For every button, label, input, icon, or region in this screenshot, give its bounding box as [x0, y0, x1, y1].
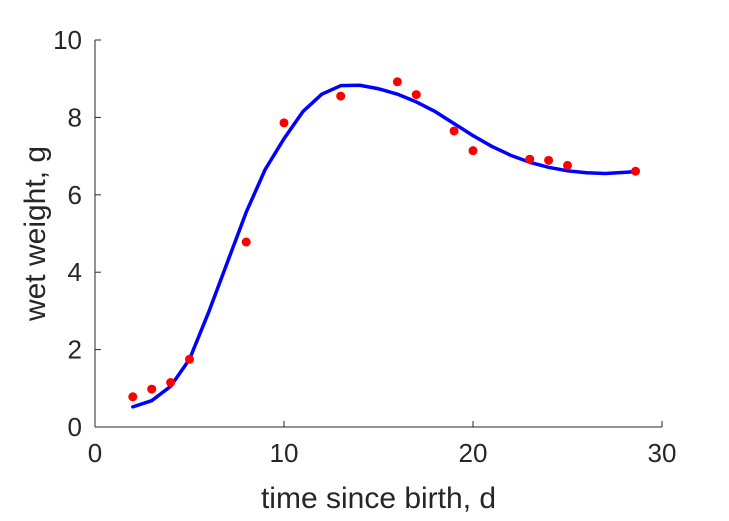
x-ticks: 0 10 20 30	[88, 421, 677, 468]
x-tick-label: 0	[88, 438, 102, 468]
x-tick-label: 30	[648, 438, 677, 468]
axes	[94, 40, 662, 428]
y-axis-label: wet weight, g	[19, 146, 52, 322]
y-tick-label: 8	[68, 102, 82, 132]
y-tick-label: 0	[68, 412, 82, 442]
data-point	[128, 392, 138, 402]
x-axis-label: time since birth, d	[261, 482, 496, 515]
fit-curve	[131, 83, 638, 409]
x-tick-label: 20	[459, 438, 488, 468]
data-point	[631, 166, 641, 176]
data-point	[563, 160, 572, 170]
y-tick-label: 10	[53, 25, 82, 55]
data-point	[392, 77, 402, 87]
y-ticks: 0 2 4 6 8 10	[53, 25, 101, 442]
data-point	[449, 126, 459, 136]
data-point	[468, 146, 478, 156]
data-point	[336, 91, 346, 101]
y-tick-label: 4	[68, 257, 82, 287]
series-layer	[128, 77, 641, 409]
data-point	[185, 354, 194, 364]
data-point	[166, 378, 176, 387]
y-tick-label: 6	[68, 180, 82, 210]
data-point	[544, 155, 554, 165]
data-point	[411, 90, 421, 100]
x-tick-label: 10	[270, 438, 299, 468]
data-point	[241, 237, 251, 247]
data-point	[279, 118, 289, 128]
data-point	[147, 384, 157, 394]
y-tick-label: 2	[68, 335, 82, 365]
data-point	[525, 154, 535, 164]
